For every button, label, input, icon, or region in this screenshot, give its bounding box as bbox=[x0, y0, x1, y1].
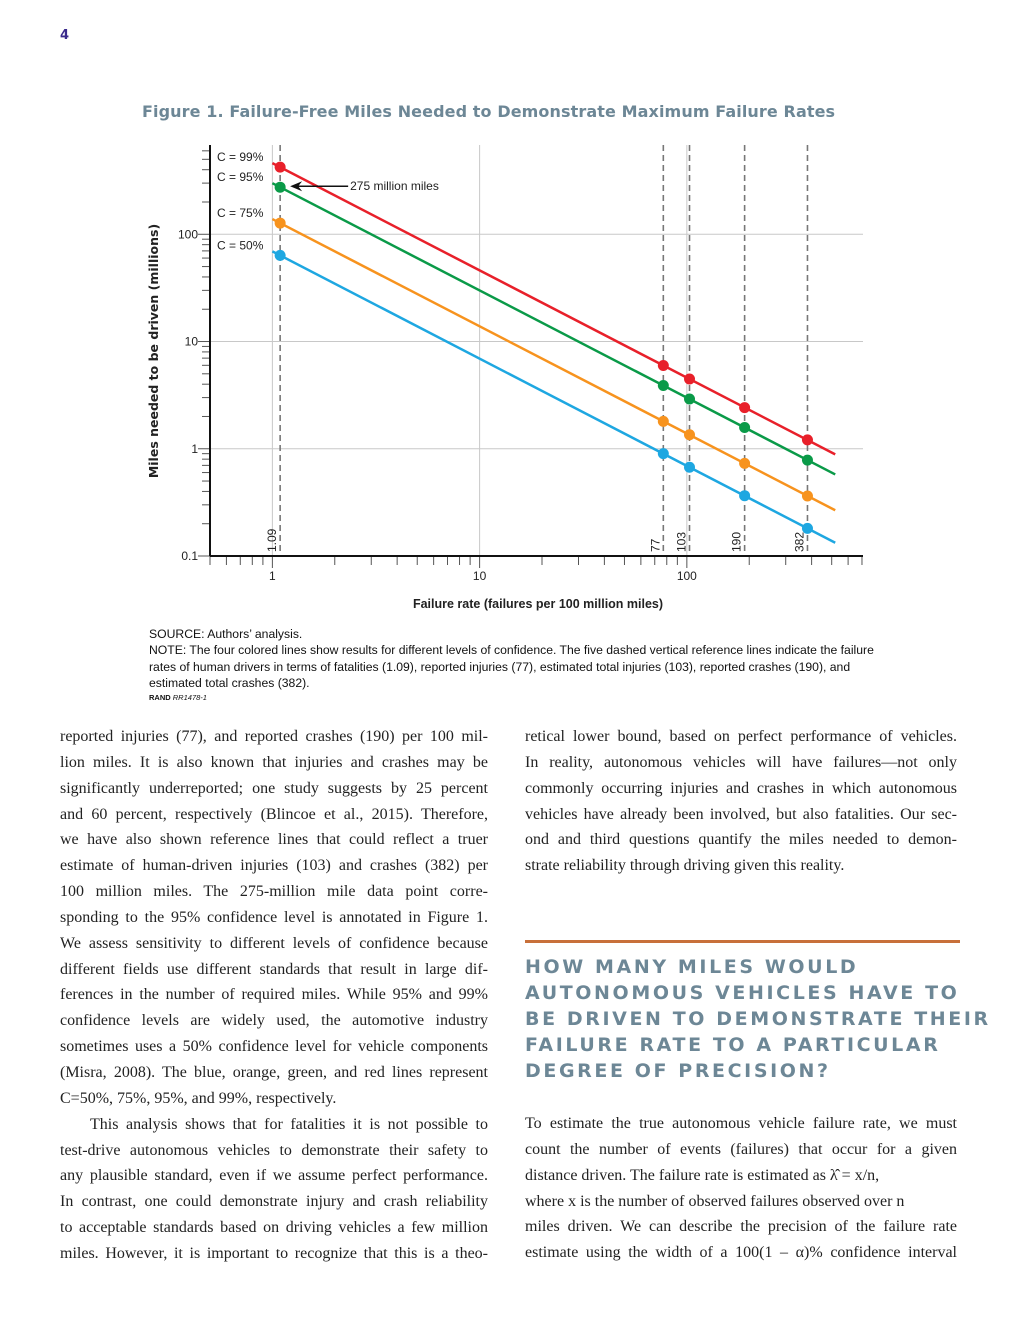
right-column-top: retical lower bound, based on perfect pe… bbox=[525, 724, 957, 879]
arrow-head-icon bbox=[290, 181, 303, 192]
series-line bbox=[271, 182, 836, 476]
text-line: vehicles have already been involved, but… bbox=[525, 805, 957, 823]
series-line bbox=[271, 250, 836, 544]
text-line: To estimate the true autonomous vehicle … bbox=[525, 1115, 957, 1132]
heading-line: BE DRIVEN TO DEMONSTRATE THEIR bbox=[525, 1008, 991, 1030]
y-tick-label: 1 bbox=[191, 442, 198, 456]
figure-notes: SOURCE: Authors’ analysis. NOTE: The fou… bbox=[149, 626, 879, 705]
data-point bbox=[739, 402, 751, 414]
y-tick-label: 10 bbox=[185, 335, 199, 349]
right-column-bottom: To estimate the true autonomous vehicle … bbox=[525, 1111, 957, 1266]
credit-id: RR1478-1 bbox=[172, 693, 207, 703]
y-tick-label: 0.1 bbox=[181, 549, 198, 563]
data-point bbox=[684, 461, 696, 473]
text-line: commonly occurring injuries and crashes … bbox=[525, 779, 957, 797]
text-line: lion miles. It is also known that injuri… bbox=[60, 753, 488, 771]
text-line: different fields use different standards… bbox=[60, 960, 488, 978]
heading-line: AUTONOMOUS VEHICLES HAVE TO bbox=[525, 982, 960, 1004]
series-line bbox=[271, 217, 836, 512]
text-line: (Misra, 2008). The blue, orange, green, … bbox=[60, 1063, 488, 1081]
series-label: C = 50% bbox=[217, 238, 264, 252]
data-point bbox=[657, 448, 669, 460]
heading-line: HOW MANY MILES WOULD bbox=[525, 956, 859, 978]
data-point bbox=[657, 359, 669, 371]
text-line: retical lower bound, based on perfect pe… bbox=[525, 728, 957, 745]
text-line: reported injuries (77), and reported cra… bbox=[60, 728, 488, 745]
data-point bbox=[274, 181, 286, 193]
text-line: distance driven. The failure rate is est… bbox=[525, 1166, 880, 1184]
text-line: sponding to the 95% confidence level is … bbox=[60, 908, 488, 926]
data-point bbox=[801, 454, 813, 466]
data-point bbox=[274, 161, 286, 173]
data-point bbox=[657, 379, 669, 391]
reference-line-label: 1.09 bbox=[265, 528, 279, 552]
x-tick-label: 100 bbox=[677, 569, 697, 583]
text-line: ferences in the number of required miles… bbox=[60, 986, 488, 1004]
reference-line-label: 77 bbox=[648, 538, 662, 552]
y-axis-label: Miles needed to be driven (millions) bbox=[146, 224, 161, 478]
data-point bbox=[801, 490, 813, 502]
text-line: ond and third questions quantify the mil… bbox=[525, 831, 957, 849]
text-line: test-drive autonomous vehicles to demons… bbox=[60, 1141, 488, 1159]
page-number: 4 bbox=[60, 28, 70, 43]
data-point bbox=[739, 421, 751, 433]
text-line: miles driven. We can describe the precis… bbox=[525, 1218, 957, 1236]
text-line: and 60 percent, respectively (Blincoe et… bbox=[60, 805, 488, 823]
text-line: strate reliability through driving given… bbox=[525, 857, 845, 875]
text-line: any plausible standard, even if we assum… bbox=[60, 1167, 488, 1185]
text-line: This analysis shows that for fatalities … bbox=[90, 1115, 488, 1133]
text-line: We assess sensitivity to different level… bbox=[60, 934, 488, 952]
annotation-label: 275 million miles bbox=[350, 179, 439, 193]
data-point bbox=[739, 457, 751, 469]
data-point bbox=[684, 373, 696, 385]
data-point bbox=[684, 429, 696, 441]
text-line: significantly underreported; one study s… bbox=[60, 779, 488, 797]
data-point bbox=[801, 522, 813, 534]
text-line: sometimes uses a 50% confidence level fo… bbox=[60, 1038, 488, 1056]
x-tick-label: 10 bbox=[473, 569, 487, 583]
series-label: C = 95% bbox=[217, 170, 264, 184]
reference-line-label: 103 bbox=[675, 532, 689, 552]
series-label: C = 75% bbox=[217, 206, 264, 220]
text-line: estimate of human-driven injuries (103) … bbox=[60, 857, 488, 875]
reference-line-label: 382 bbox=[792, 532, 806, 552]
x-axis-label: Failure rate (failures per 100 million m… bbox=[413, 597, 663, 611]
data-point bbox=[739, 490, 751, 502]
text-line: we have also shown reference lines that … bbox=[60, 831, 488, 849]
text-line: confidence levels are widely used, the a… bbox=[60, 1012, 488, 1030]
figure-title: Figure 1. Failure-Free Miles Needed to D… bbox=[142, 102, 836, 121]
credit-org: RAND bbox=[149, 693, 171, 703]
text-line: 100 million miles. The 275-million mile … bbox=[60, 883, 488, 901]
heading-line: DEGREE OF PRECISION? bbox=[525, 1060, 831, 1082]
y-tick-label: 100 bbox=[178, 227, 198, 241]
left-column: reported injuries (77), and reported cra… bbox=[60, 724, 488, 1267]
text-line: estimate using the width of a 100(1 – α)… bbox=[525, 1244, 957, 1262]
figure-note: NOTE: The four colored lines show result… bbox=[149, 643, 874, 690]
text-line: where x is the number of observed failur… bbox=[525, 1192, 905, 1210]
reference-line-label: 190 bbox=[730, 532, 744, 552]
section-rule bbox=[525, 940, 960, 943]
chart: 0.1 1 10 100 1 10 100 1.09 77 103 190 382 C = 99% C =… bbox=[146, 145, 863, 611]
data-point bbox=[657, 415, 669, 427]
heading-line: FAILURE RATE TO A PARTICULAR bbox=[525, 1034, 941, 1056]
text-line: count the number of events (failures) th… bbox=[525, 1140, 957, 1158]
figure-credit: RAND RR1478-1 bbox=[149, 691, 879, 705]
series-line bbox=[271, 162, 836, 456]
text-line: In reality, autonomous vehicles will hav… bbox=[525, 753, 957, 771]
text-line: In contrast, one could demonstrate injur… bbox=[60, 1193, 488, 1211]
text-line: to acceptable standards based on driving… bbox=[60, 1219, 488, 1237]
data-point bbox=[801, 434, 813, 446]
series-label: C = 99% bbox=[217, 150, 264, 164]
section-heading: HOW MANY MILES WOULD AUTONOMOUS VEHICLES … bbox=[525, 954, 991, 1084]
data-point bbox=[274, 249, 286, 261]
data-point bbox=[684, 393, 696, 405]
figure-source: SOURCE: Authors’ analysis. bbox=[149, 627, 303, 641]
text-line: C=50%, 75%, 95%, and 99%, respectively. bbox=[60, 1089, 337, 1107]
text-line: miles. However, it is important to recog… bbox=[60, 1244, 488, 1262]
x-tick-label: 1 bbox=[269, 569, 276, 583]
data-point bbox=[274, 217, 286, 229]
